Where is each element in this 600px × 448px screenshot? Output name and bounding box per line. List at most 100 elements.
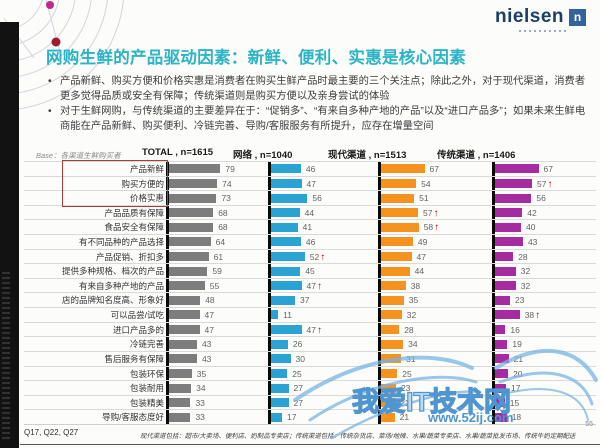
- bar-value: 52↑: [309, 251, 326, 263]
- bar: [271, 281, 302, 291]
- bar-value: 47: [204, 324, 215, 335]
- bar-value: 56: [536, 193, 546, 204]
- bar-value: 74: [222, 178, 232, 189]
- row-label: 有来自多种产地的产品: [78, 280, 164, 291]
- bar: [271, 383, 289, 393]
- bar-value: 47: [416, 251, 427, 262]
- col-header-total: TOTAL , n=1615: [142, 147, 214, 158]
- bar: [271, 339, 288, 349]
- bullet-item-1: 产品新鲜、购买方便和价格实惠是消费者在购买生鲜产品时最主要的三个关注点；除此之外…: [46, 74, 594, 104]
- bar: [381, 383, 396, 393]
- sidebar-vertical-text: [2, 272, 10, 442]
- bar: [169, 383, 192, 393]
- nielsen-n-icon: n: [569, 8, 586, 26]
- chart-row: 价格实惠 73 56 51 56: [24, 190, 596, 205]
- bar: [169, 310, 200, 320]
- bar-value: 23: [400, 383, 411, 394]
- base-note: Base：各渠道生鲜购买者: [36, 151, 121, 160]
- col-header-traditional: 传统渠道 , n=1406: [437, 150, 516, 161]
- bar: [271, 310, 279, 320]
- bar-value: 33: [195, 412, 205, 423]
- bar: [169, 354, 197, 364]
- bar: [169, 222, 214, 232]
- nielsen-logo: nielsen n: [495, 6, 586, 32]
- chart-row: 包装环保 35 25 25 20: [24, 365, 596, 381]
- chart-row: 售后服务有保障 43 30 31 21: [24, 350, 596, 366]
- row-label: 进口产品多的: [112, 324, 164, 335]
- bar: [381, 412, 395, 422]
- bar-value: 21: [399, 412, 410, 423]
- bar-value: 17: [511, 383, 521, 394]
- slide-title: 网购生鲜的产品驱动因素：新鲜、便利、实惠是核心因素: [46, 49, 466, 67]
- bar-value: 42: [527, 207, 537, 218]
- decor-dot-magenta: [46, 1, 54, 9]
- bar-value: 51: [419, 193, 429, 204]
- bar-value: 27: [293, 383, 304, 394]
- bar-value: 44: [304, 207, 315, 218]
- row-label: 可以品尝/试吃: [110, 310, 164, 321]
- chart-row: 包装精美 33 27 22 15: [24, 394, 596, 410]
- row-label: 导购/客服态度好: [102, 412, 164, 423]
- bar: [495, 164, 539, 174]
- bar-value: 44: [414, 266, 425, 277]
- bar: [169, 266, 208, 276]
- bar: [495, 252, 514, 262]
- chart-row: 包装耐用 34 27 23 17: [24, 380, 596, 395]
- bar: [495, 398, 505, 408]
- bar-value: 55: [209, 280, 220, 291]
- bar: [271, 398, 289, 408]
- bar: [495, 412, 507, 422]
- bar-value: 15: [509, 397, 520, 408]
- chart-row: 购买方便的 74 47 54 57↑: [24, 175, 596, 191]
- bar: [495, 325, 506, 335]
- bar-value: 22: [400, 397, 410, 408]
- chart-row: 有来自多种产地的产品 55 47↑ 38 32: [24, 277, 596, 293]
- bar: [495, 266, 516, 276]
- decor-dot-red: [51, 37, 61, 47]
- bar-value: 11: [283, 310, 292, 321]
- bar-value: 61: [213, 251, 224, 262]
- bar: [381, 266, 410, 276]
- row-label: 售后服务有保障: [104, 353, 164, 364]
- row-label: 价格实惠: [129, 193, 164, 204]
- bar: [381, 339, 404, 349]
- up-arrow-icon: ↑: [547, 178, 553, 190]
- bar-value: 68: [218, 222, 228, 233]
- bar-value: 47: [204, 310, 215, 321]
- question-refs: Q17, Q22, Q27: [24, 428, 79, 437]
- bar: [495, 179, 533, 188]
- chart-row: 店的品牌知名度高、形象好 48 37 35 23: [24, 292, 596, 307]
- row-label: 包装耐用: [129, 383, 164, 394]
- bar-value: 23: [514, 295, 525, 306]
- bar: [271, 354, 291, 364]
- bar-value: 34: [196, 383, 206, 394]
- chart-row: 有不同品种的产品选择 64 46 49 43: [24, 234, 596, 249]
- bar: [381, 281, 406, 291]
- bar-value: 47↑: [306, 280, 323, 292]
- bar: [169, 368, 192, 378]
- bar: [381, 252, 412, 262]
- bar: [169, 237, 211, 247]
- bar-value: 21: [513, 353, 524, 364]
- bar-value: 34: [408, 339, 418, 350]
- chart-row: 产品新鲜 79 46 67 67: [24, 161, 596, 176]
- bar: [381, 325, 400, 335]
- chart-row: 产品促销、折扣多 61 52↑ 47 28: [24, 248, 596, 264]
- bar: [271, 179, 302, 188]
- bar: [271, 222, 298, 232]
- bar-value: 35: [408, 295, 419, 306]
- bar-value: 25: [402, 368, 412, 379]
- bar: [381, 354, 402, 364]
- bar: [271, 252, 305, 262]
- bar-value: 57↑: [423, 207, 439, 219]
- bar-value: 41: [302, 222, 313, 233]
- chart-row: 进口产品多的 47 47↑ 28 16: [24, 321, 596, 337]
- bar-value: 38: [410, 280, 421, 291]
- footnote: 现代渠道包括：超市/大卖场、便利店、奶制品专卖店；传统渠道包括：传统杂货店、菜场…: [140, 433, 576, 440]
- row-label: 产品品质有保障: [104, 207, 164, 218]
- page-number: 55: [585, 421, 593, 428]
- up-arrow-icon: ↑: [434, 222, 440, 234]
- row-label: 食品安全有保障: [104, 222, 164, 233]
- bar: [169, 295, 201, 305]
